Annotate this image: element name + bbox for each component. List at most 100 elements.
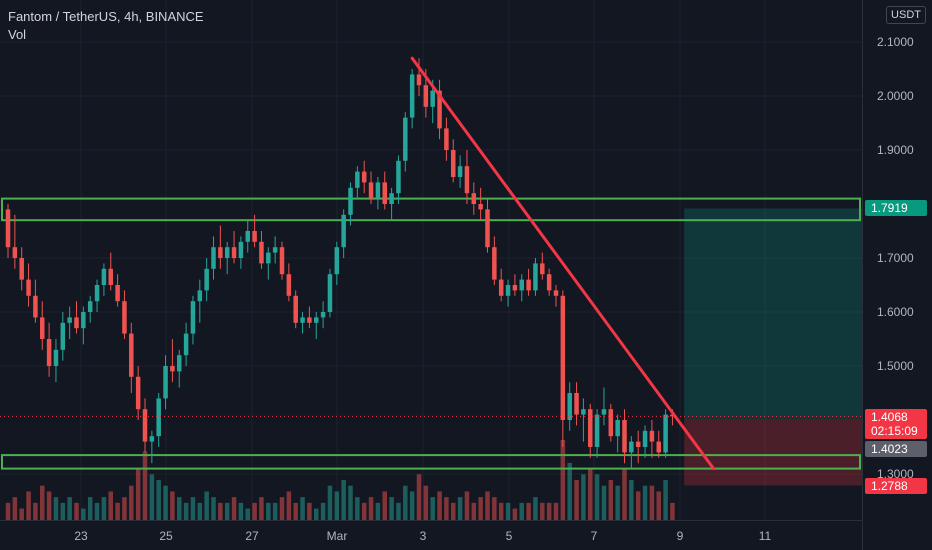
candle-body: [594, 414, 600, 447]
volume-bar: [334, 491, 340, 520]
volume-bar: [266, 502, 271, 520]
volume-bar: [224, 502, 230, 520]
volume-bar: [129, 485, 134, 520]
bar-countdown: 02:15:09: [871, 424, 918, 438]
candle-body: [403, 117, 408, 161]
volume-bar: [348, 485, 353, 520]
volume-bar: [183, 502, 189, 520]
candle-body: [12, 247, 18, 258]
volume-bar: [485, 491, 490, 520]
candle-body: [266, 252, 271, 264]
volume-bar: [498, 502, 504, 520]
volume-bar: [471, 502, 477, 520]
candle-body: [546, 274, 552, 291]
volume-bar: [67, 497, 72, 520]
volume-bar: [368, 497, 374, 520]
volume-bar: [567, 462, 572, 520]
candle-body: [355, 171, 360, 188]
candle-body: [416, 74, 422, 86]
volume-bar: [553, 502, 559, 520]
time-label: 23: [74, 529, 88, 543]
price-tick: 2.0000: [877, 89, 914, 103]
candle-body: [457, 166, 463, 177]
price-tick: 1.5000: [877, 359, 914, 373]
symbol-title[interactable]: Fantom / TetherUS, 4h, BINANCE: [8, 9, 204, 24]
volume-bar: [355, 497, 360, 520]
candle-body: [94, 285, 100, 302]
volume-bar: [663, 480, 668, 520]
candle-body: [588, 409, 593, 447]
volume-bar: [286, 491, 292, 520]
price-tick: 1.3000: [877, 467, 914, 481]
volume-bar: [231, 497, 237, 520]
candle-body: [478, 204, 483, 210]
entry-price-tag: 1.4023: [865, 441, 927, 457]
volume-bar: [108, 491, 113, 520]
volume-bar: [594, 474, 600, 520]
candle-body: [533, 263, 538, 291]
candle-body: [74, 317, 79, 329]
time-label: 25: [159, 529, 173, 543]
volume-bar: [608, 480, 614, 520]
candle-body: [635, 441, 641, 447]
candle-body: [142, 409, 148, 442]
candle-body: [252, 231, 257, 242]
volume-bar: [170, 491, 175, 520]
candle-body: [334, 247, 340, 275]
volume-indicator-label[interactable]: Vol: [8, 27, 27, 42]
time-label: 27: [245, 529, 259, 543]
candle-body: [108, 268, 113, 285]
price-axis[interactable]: USDT 2.1000 2.0000 1.9000 1.7000 1.6000 …: [862, 0, 932, 550]
candle-body: [368, 182, 374, 199]
volume-bar: [581, 474, 586, 520]
candle-body: [396, 160, 401, 194]
target-price-tag: 1.7919: [865, 200, 927, 216]
volume-bar: [204, 491, 209, 520]
volume-bar: [540, 502, 545, 520]
volume-bar: [457, 497, 463, 520]
candle-body: [540, 263, 545, 275]
volume-bar: [389, 497, 394, 520]
volume-bar: [382, 491, 387, 520]
candlestick-chart[interactable]: [0, 0, 862, 520]
volume-bar: [33, 502, 38, 520]
candle-body: [649, 430, 655, 442]
candle-body: [567, 393, 572, 420]
current-price-value: 1.4068: [871, 410, 908, 424]
chart-pane[interactable]: Fantom / TetherUS, 4h, BINANCE Vol: [0, 0, 862, 520]
candle-body: [163, 366, 168, 399]
price-tick: 1.9000: [877, 143, 914, 157]
time-label: 11: [758, 529, 772, 543]
volume-bar: [94, 502, 100, 520]
stop-price-tag: 1.2788: [865, 478, 927, 494]
volume-bar: [478, 497, 483, 520]
volume-bar: [403, 485, 408, 520]
candle-body: [33, 295, 38, 318]
candle-body: [67, 317, 72, 323]
volume-bar: [642, 485, 648, 520]
volume-bar: [279, 497, 285, 520]
candle-body: [149, 436, 155, 442]
time-label: 5: [505, 529, 513, 543]
currency-button[interactable]: USDT: [886, 6, 926, 24]
volume-bar: [512, 508, 518, 520]
volume-bar: [5, 502, 11, 520]
volume-bar: [60, 502, 66, 520]
volume-bar: [635, 491, 641, 520]
volume-bar: [430, 497, 435, 520]
candle-body: [135, 376, 141, 410]
volume-bar: [211, 497, 216, 520]
candle-body: [87, 301, 93, 312]
candle-body: [444, 128, 449, 150]
volume-bar: [135, 468, 141, 520]
volume-bar: [601, 485, 607, 520]
candle-body: [464, 166, 470, 194]
candle-body: [279, 247, 285, 275]
candle-body: [451, 150, 456, 177]
candle-body: [382, 182, 387, 204]
candle-body: [307, 317, 312, 323]
volume-bar: [46, 491, 52, 520]
candle-body: [122, 301, 127, 334]
time-axis[interactable]: 23 25 27 Mar 3 5 7 9 11: [0, 520, 862, 550]
candle-body: [26, 279, 31, 296]
